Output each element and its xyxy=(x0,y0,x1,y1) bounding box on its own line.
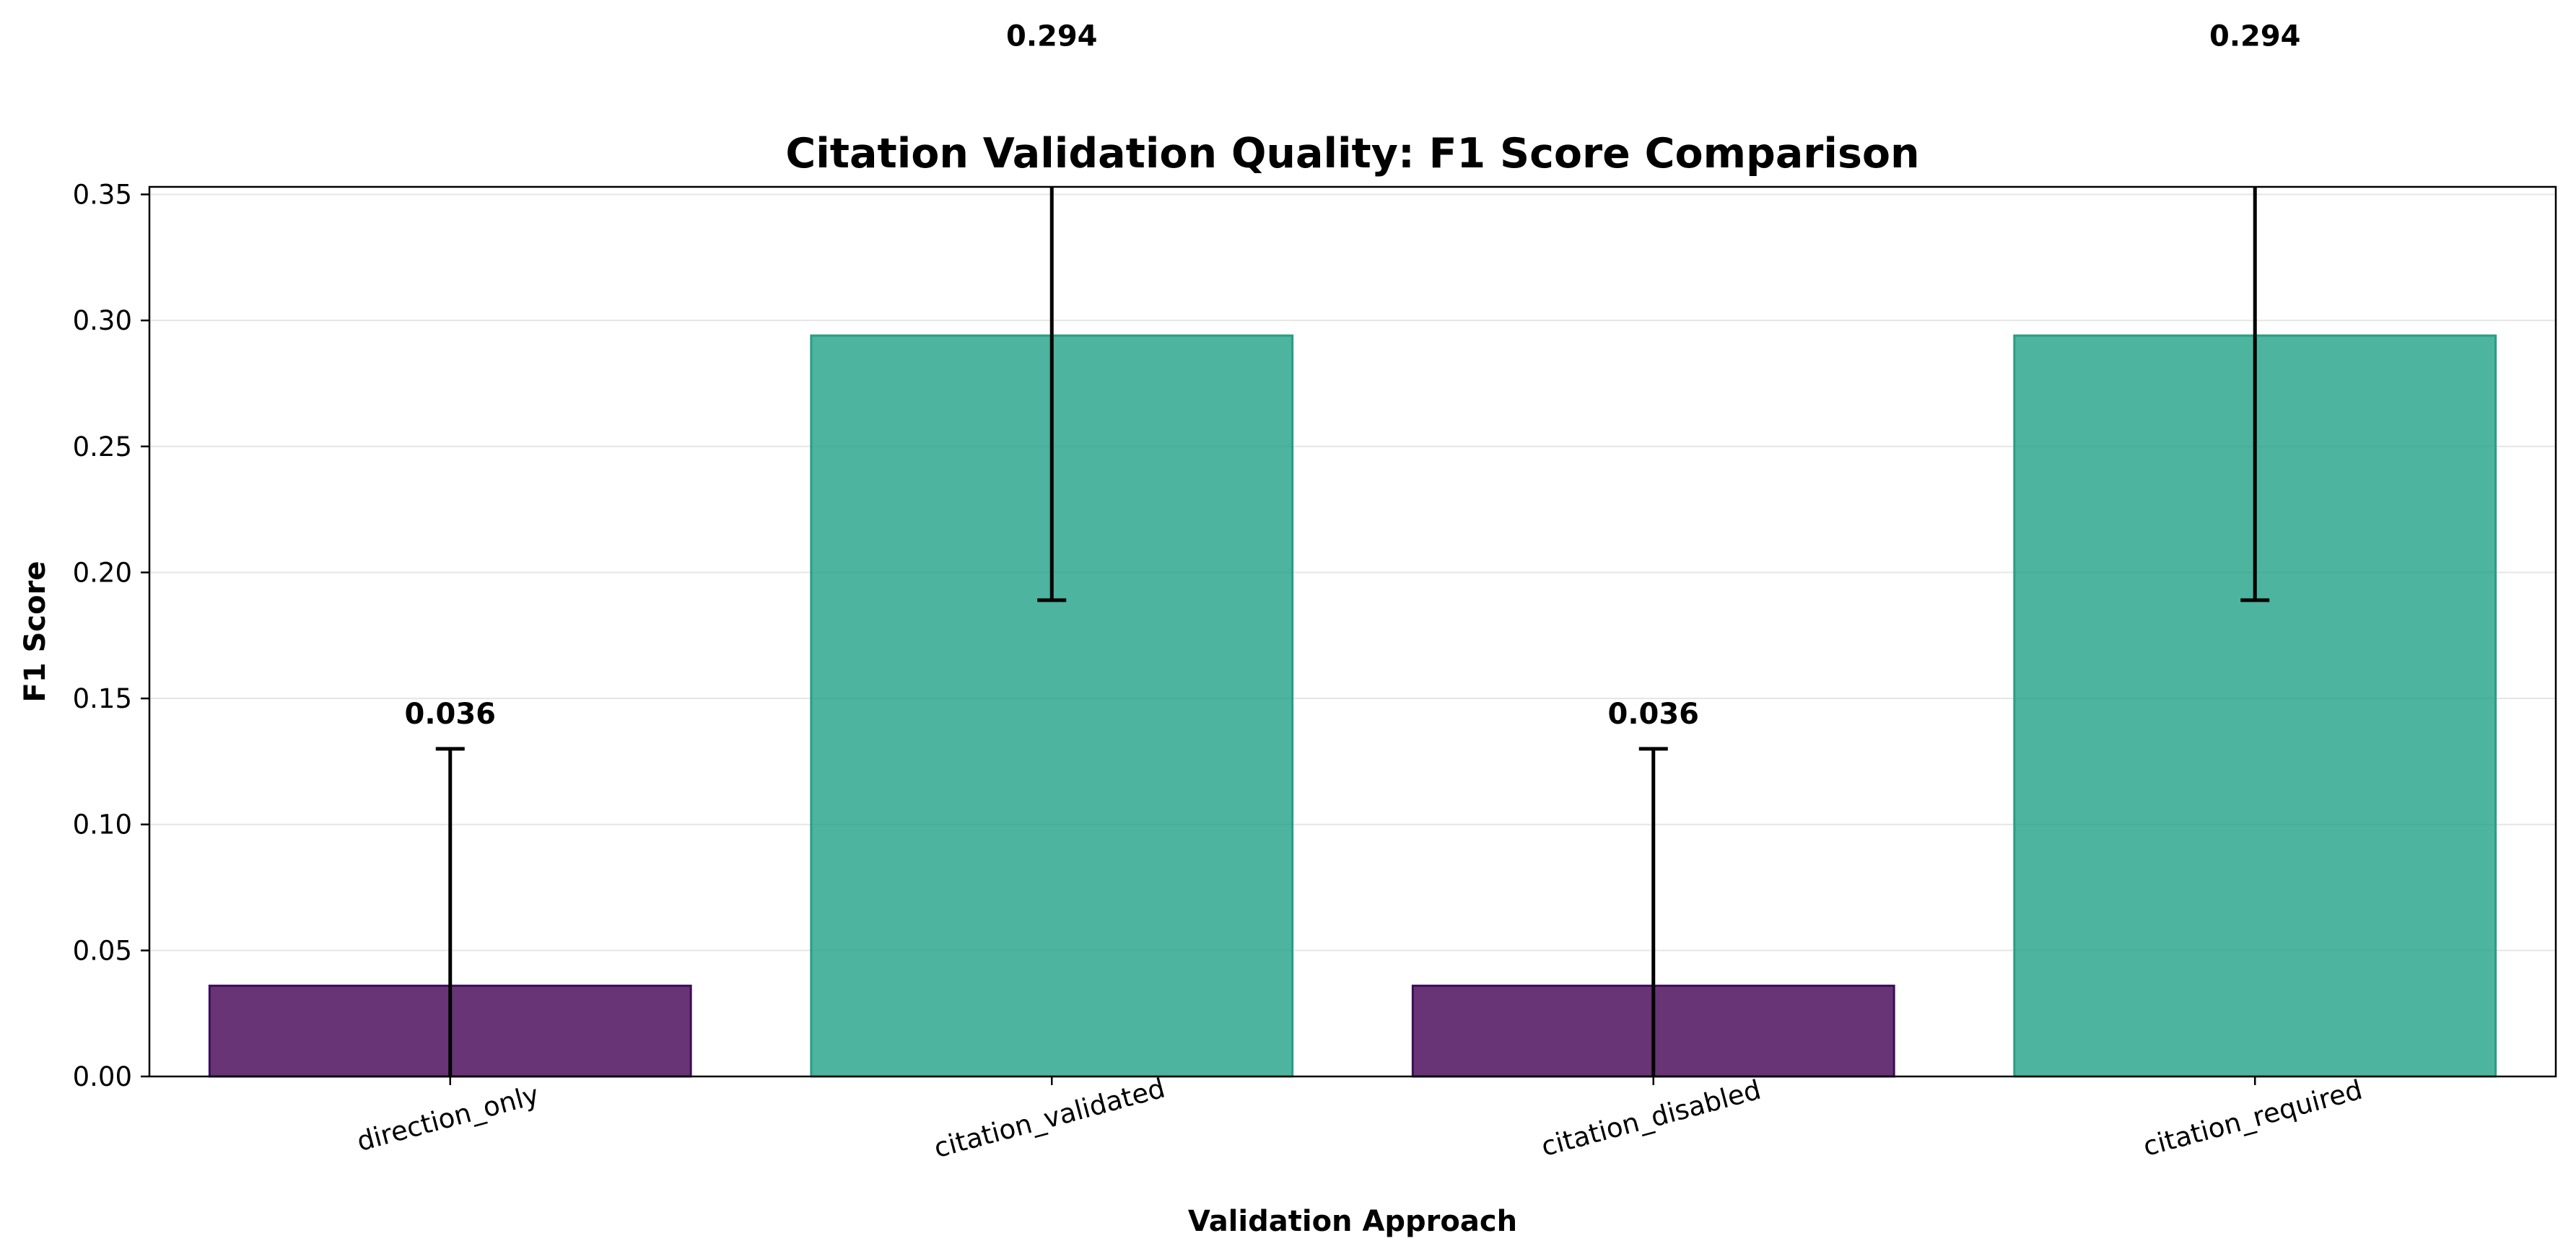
y-tick-label: 0.00 xyxy=(73,1061,132,1092)
y-tick-label: 0.25 xyxy=(73,431,132,462)
chart-title: Citation Validation Quality: F1 Score Co… xyxy=(785,130,1919,177)
y-tick-label: 0.05 xyxy=(73,935,132,966)
x-axis-label: Validation Approach xyxy=(1188,1205,1517,1238)
value-labels: 0.036 0.294 0.036 0.294 xyxy=(404,19,2300,731)
bar-value-label: 0.036 xyxy=(1607,698,1699,731)
plot-frame xyxy=(148,185,2557,1078)
y-tick-label: 0.35 xyxy=(73,179,132,210)
bar-value-label: 0.294 xyxy=(1006,19,1098,53)
y-tick-label: 0.15 xyxy=(73,683,132,714)
error-bars xyxy=(435,187,2270,1076)
bar-value-label: 0.036 xyxy=(404,698,496,731)
y-tick-label: 0.10 xyxy=(73,810,132,841)
y-axis-label: F1 Score xyxy=(19,561,52,703)
bar-value-label: 0.294 xyxy=(2209,19,2301,53)
y-tick-label: 0.30 xyxy=(73,305,132,336)
grid-lines xyxy=(149,193,2556,952)
y-axis: 0.00 0.05 0.10 0.15 0.20 0.25 0.30 0.35 xyxy=(73,179,149,1092)
y-tick-label: 0.20 xyxy=(73,557,132,588)
